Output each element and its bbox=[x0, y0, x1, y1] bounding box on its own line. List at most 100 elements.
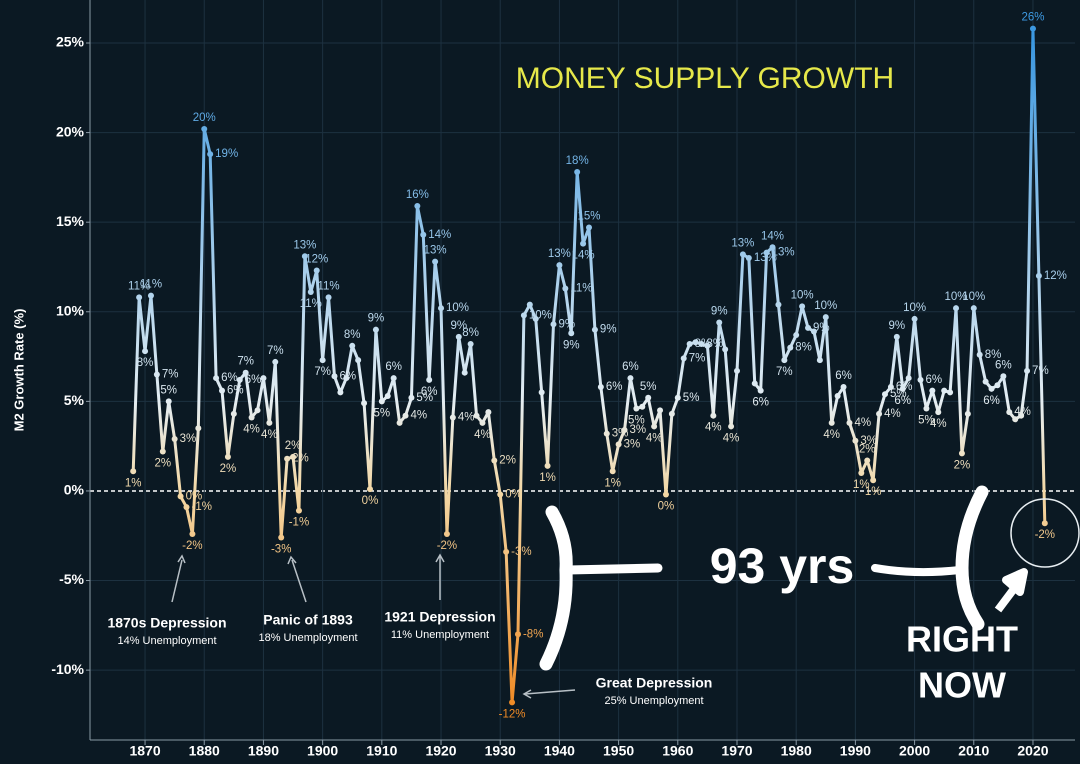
point bbox=[799, 303, 806, 310]
point bbox=[609, 468, 616, 475]
data-label: 13% bbox=[772, 247, 795, 259]
point bbox=[698, 341, 705, 348]
bracket-bar bbox=[871, 564, 964, 577]
point bbox=[142, 348, 149, 355]
data-label: 11% bbox=[317, 280, 339, 292]
data-label: 7% bbox=[267, 345, 284, 357]
point bbox=[591, 326, 598, 333]
point bbox=[213, 375, 220, 382]
data-label: -1% bbox=[191, 501, 211, 513]
data-label: 9% bbox=[368, 313, 385, 325]
x-tick-label: 1930 bbox=[485, 743, 516, 759]
point bbox=[864, 457, 871, 464]
data-label: 3% bbox=[624, 438, 641, 450]
data-label: 7% bbox=[314, 366, 331, 378]
point bbox=[491, 457, 498, 464]
point bbox=[745, 255, 752, 262]
data-label: 10% bbox=[814, 300, 837, 312]
point bbox=[793, 332, 800, 339]
point bbox=[917, 376, 924, 383]
point bbox=[514, 631, 521, 638]
point bbox=[870, 477, 877, 484]
data-label: 5% bbox=[374, 407, 391, 419]
data-label: 4% bbox=[723, 432, 740, 444]
point bbox=[568, 330, 575, 337]
point bbox=[603, 430, 610, 437]
data-label: 9% bbox=[450, 320, 467, 332]
data-label: 4% bbox=[243, 424, 260, 436]
point bbox=[893, 333, 900, 340]
data-label: -12% bbox=[499, 708, 526, 720]
point bbox=[485, 409, 492, 416]
point bbox=[810, 328, 817, 335]
point bbox=[657, 407, 664, 414]
point bbox=[183, 504, 190, 511]
point bbox=[668, 410, 675, 417]
point bbox=[1018, 412, 1025, 419]
point bbox=[929, 387, 936, 394]
data-label: -3% bbox=[271, 544, 291, 556]
data-label: 8% bbox=[462, 327, 479, 339]
callout-arrow bbox=[994, 568, 1028, 613]
data-label: 4% bbox=[261, 429, 278, 441]
point bbox=[479, 419, 486, 426]
point bbox=[236, 376, 243, 383]
data-label: -1% bbox=[289, 517, 309, 529]
point bbox=[562, 285, 569, 292]
point bbox=[876, 410, 883, 417]
point bbox=[704, 342, 711, 349]
data-label: 6% bbox=[385, 361, 402, 373]
data-label: 4% bbox=[458, 412, 475, 424]
point bbox=[586, 224, 593, 231]
data-label: 0% bbox=[186, 490, 203, 502]
data-label: 13% bbox=[731, 237, 754, 249]
data-label: 7% bbox=[689, 352, 706, 364]
point bbox=[153, 371, 160, 378]
point bbox=[432, 258, 439, 265]
point bbox=[692, 339, 699, 346]
point bbox=[532, 315, 539, 322]
annotation-note: 14% Unemployment bbox=[117, 635, 216, 647]
arrow bbox=[291, 559, 307, 603]
x-tick-label: 1980 bbox=[781, 743, 812, 759]
point bbox=[136, 294, 143, 301]
data-label: 6% bbox=[926, 374, 943, 386]
point bbox=[325, 294, 332, 301]
y-tick-label: 15% bbox=[56, 213, 85, 229]
data-label: 9% bbox=[889, 320, 906, 332]
arrow bbox=[524, 689, 576, 695]
point bbox=[159, 448, 166, 455]
point bbox=[757, 387, 764, 394]
data-label: -2% bbox=[437, 540, 457, 552]
point bbox=[846, 419, 853, 426]
point bbox=[728, 423, 735, 430]
data-label: 11% bbox=[300, 298, 322, 310]
point bbox=[361, 400, 368, 407]
annotations: 1870s Depression 14% Unemployment Panic … bbox=[107, 485, 1080, 707]
point bbox=[520, 312, 527, 319]
point bbox=[378, 398, 385, 405]
point bbox=[301, 253, 308, 260]
point bbox=[372, 326, 379, 333]
point bbox=[852, 437, 859, 444]
point bbox=[769, 244, 776, 251]
point bbox=[272, 358, 279, 365]
point bbox=[438, 305, 445, 312]
data-label: 2% bbox=[292, 453, 309, 465]
data-label: 5% bbox=[416, 392, 433, 404]
arrow-head bbox=[522, 689, 532, 699]
point bbox=[911, 315, 918, 322]
data-label: 4% bbox=[705, 422, 722, 434]
data-label: 10% bbox=[903, 302, 926, 314]
point bbox=[248, 414, 255, 421]
arrow-head bbox=[177, 554, 186, 564]
point bbox=[674, 394, 681, 401]
point bbox=[1041, 520, 1048, 527]
point bbox=[662, 491, 669, 498]
data-label: -2% bbox=[1035, 529, 1055, 541]
point bbox=[408, 394, 415, 401]
point bbox=[574, 169, 581, 176]
y-tick-label: 0% bbox=[64, 482, 85, 498]
data-label: 13% bbox=[424, 245, 447, 257]
point bbox=[1029, 25, 1036, 32]
